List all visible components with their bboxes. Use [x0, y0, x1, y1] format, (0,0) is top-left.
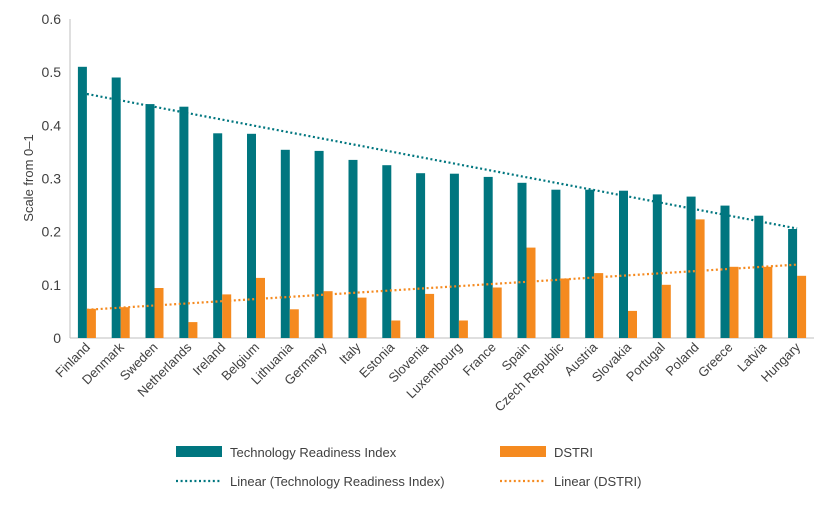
y-tick-label: 0.1 — [42, 277, 62, 293]
bar-technology-readiness-index — [247, 133, 256, 338]
bar-dstri — [661, 284, 671, 338]
bar-technology-readiness-index — [348, 159, 358, 338]
bar-technology-readiness-index — [754, 215, 764, 338]
legend-swatch — [500, 446, 546, 457]
bar-dstri — [628, 310, 637, 338]
bar-dstri — [154, 288, 164, 338]
bar-dstri — [695, 219, 705, 338]
legend-label: Linear (Technology Readiness Index) — [230, 474, 445, 489]
bar-technology-readiness-index — [416, 173, 426, 338]
bar-technology-readiness-index — [280, 149, 290, 338]
y-tick-label: 0.2 — [42, 224, 62, 240]
bar-dstri — [120, 307, 130, 338]
legend: Technology Readiness Index DSTRI Linear (T… — [176, 445, 641, 489]
bar-dstri — [391, 320, 401, 338]
bar-dstri — [222, 294, 232, 338]
bar-dstri — [289, 309, 299, 338]
bar-technology-readiness-index — [77, 66, 87, 339]
x-tick-label: Italy — [336, 339, 364, 367]
bar-technology-readiness-index — [788, 229, 798, 338]
legend-label: Linear (DSTRI) — [554, 474, 641, 489]
bar-dstri — [560, 278, 570, 338]
bar-dstri — [763, 266, 773, 338]
bars — [77, 66, 807, 339]
bar-technology-readiness-index — [686, 196, 696, 338]
x-tick-label: France — [460, 340, 499, 379]
bar-technology-readiness-index — [382, 165, 392, 338]
legend-item-technology-readiness-index: Technology Readiness Index — [176, 445, 397, 460]
bar-technology-readiness-index — [652, 194, 662, 338]
bar-dstri — [594, 273, 604, 338]
bar-dstri — [357, 297, 367, 338]
trendline-technology-readiness-index — [86, 92, 798, 230]
bar-technology-readiness-index — [449, 173, 459, 338]
bar-dstri — [188, 322, 198, 338]
trendline-dstri — [86, 263, 798, 311]
x-tick-label: Greece — [695, 340, 736, 381]
bar-dstri — [323, 291, 333, 338]
bar-technology-readiness-index — [720, 205, 730, 338]
bar-technology-readiness-index — [619, 190, 628, 338]
bar-technology-readiness-index — [314, 150, 324, 338]
bar-technology-readiness-index — [551, 189, 561, 338]
bar-technology-readiness-index — [111, 77, 121, 338]
legend-item-linear-dstri: Linear (DSTRI) — [500, 474, 641, 489]
bar-technology-readiness-index — [145, 104, 155, 338]
bar-technology-readiness-index — [213, 133, 223, 338]
bar-dstri — [256, 277, 265, 338]
legend-item-linear-technology-readiness-index: Linear (Technology Readiness Index) — [176, 474, 445, 489]
bar-dstri — [425, 293, 435, 338]
y-tick-label: 0 — [53, 330, 61, 346]
x-tick-labels: FinlandDenmarkSwedenNetherlandsIrelandBe… — [52, 339, 803, 415]
x-tick-label: Poland — [662, 340, 701, 379]
legend-label: Technology Readiness Index — [230, 445, 397, 460]
y-tick-label: 0.3 — [42, 171, 62, 187]
bar-dstri — [86, 308, 96, 338]
legend-label: DSTRI — [554, 445, 593, 460]
y-tick-label: 0.5 — [42, 64, 62, 80]
bar-dstri — [729, 266, 739, 338]
bar-technology-readiness-index — [517, 182, 527, 338]
y-tick-label: 0.6 — [42, 11, 62, 27]
y-tick-label: 0.4 — [42, 117, 62, 133]
trendlines — [86, 92, 798, 311]
bar-technology-readiness-index — [483, 176, 493, 338]
y-axis-title: Scale from 0–1 — [21, 134, 36, 221]
legend-item-dstri: DSTRI — [500, 445, 593, 460]
bar-technology-readiness-index — [585, 189, 595, 338]
bar-technology-readiness-index — [179, 106, 189, 338]
bar-dstri — [492, 287, 502, 338]
bar-dstri — [458, 320, 468, 338]
legend-swatch — [176, 446, 222, 457]
bar-dstri — [797, 275, 807, 338]
bar-dstri — [526, 247, 536, 338]
